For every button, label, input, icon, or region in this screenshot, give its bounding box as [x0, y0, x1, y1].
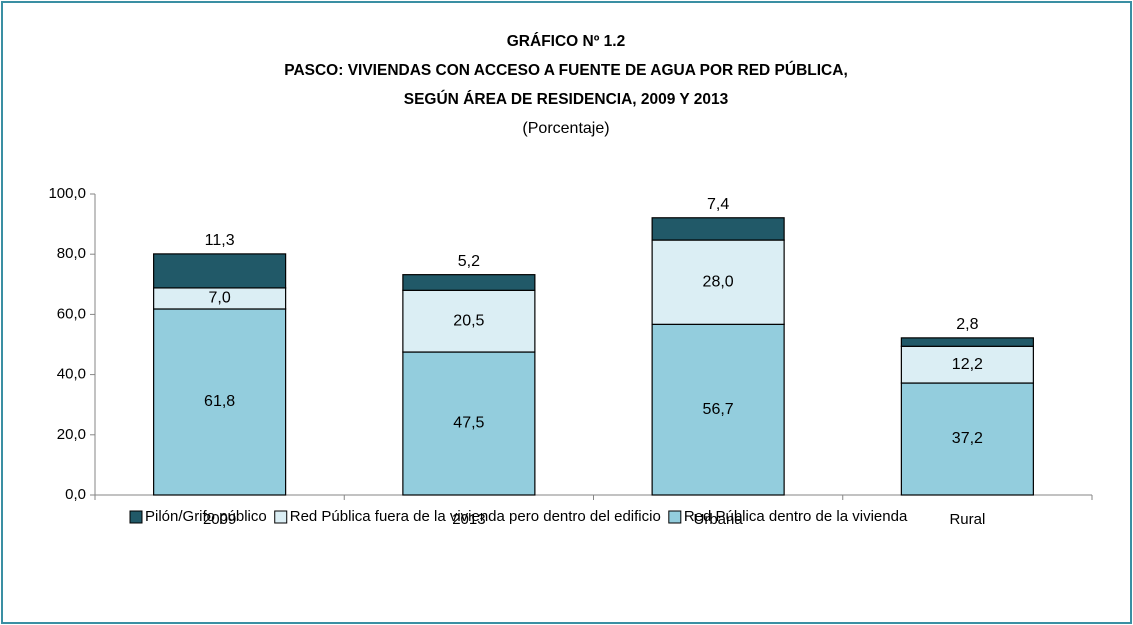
data-label: 7,4 — [707, 196, 729, 213]
bar-segment — [402, 351, 536, 496]
legend-swatch — [274, 510, 288, 524]
chart-subtitle: (Porcentaje) — [522, 120, 609, 137]
data-label: 5,2 — [458, 253, 480, 270]
data-label: 37,2 — [952, 430, 983, 447]
legend-label: Pilón/Grifo público — [145, 508, 267, 525]
y-tick-label: 20,0 — [57, 426, 86, 443]
y-tick-label: 80,0 — [57, 245, 86, 262]
legend-label: Red Pública dentro de la vivienda — [684, 508, 908, 525]
data-label: 2,8 — [956, 316, 978, 333]
data-label: 47,5 — [453, 415, 484, 432]
data-label: 12,2 — [952, 356, 983, 373]
chart-title-line: PASCO: VIVIENDAS CON ACCESO A FUENTE DE … — [284, 61, 848, 79]
bar-segment — [900, 337, 1034, 347]
x-tick-label: 2009 — [203, 511, 236, 528]
bar-segment — [900, 345, 1034, 384]
bar-segment — [153, 253, 287, 289]
legend-swatch — [668, 510, 682, 524]
y-tick-label: 60,0 — [57, 305, 86, 322]
bar-segment — [651, 217, 785, 241]
y-tick-label: 40,0 — [57, 366, 86, 383]
data-label: 28,0 — [703, 273, 734, 290]
legend-swatch — [129, 510, 143, 524]
chart-title: GRÁFICO Nº 1.2 — [507, 33, 625, 50]
bar-segment — [402, 274, 536, 291]
data-label: 61,8 — [204, 393, 235, 410]
x-tick-label: Urbana — [694, 511, 744, 528]
bar-segment — [651, 323, 785, 496]
data-label: 7,0 — [209, 290, 231, 307]
data-label: 20,5 — [453, 312, 484, 329]
bar-segment — [651, 239, 785, 325]
y-tick-label: 100,0 — [48, 185, 86, 202]
bar-segment — [402, 289, 536, 353]
chart-title-line: SEGÚN ÁREA DE RESIDENCIA, 2009 Y 2013 — [404, 90, 729, 108]
x-tick-label: 2013 — [452, 511, 485, 528]
data-label: 11,3 — [205, 232, 235, 249]
x-tick-label: Rural — [949, 511, 985, 528]
legend-label: Red Pública fuera de la vivienda pero de… — [290, 508, 661, 525]
bar-segment — [900, 382, 1034, 496]
data-label: 56,7 — [703, 401, 734, 418]
y-tick-label: 0,0 — [65, 486, 86, 503]
